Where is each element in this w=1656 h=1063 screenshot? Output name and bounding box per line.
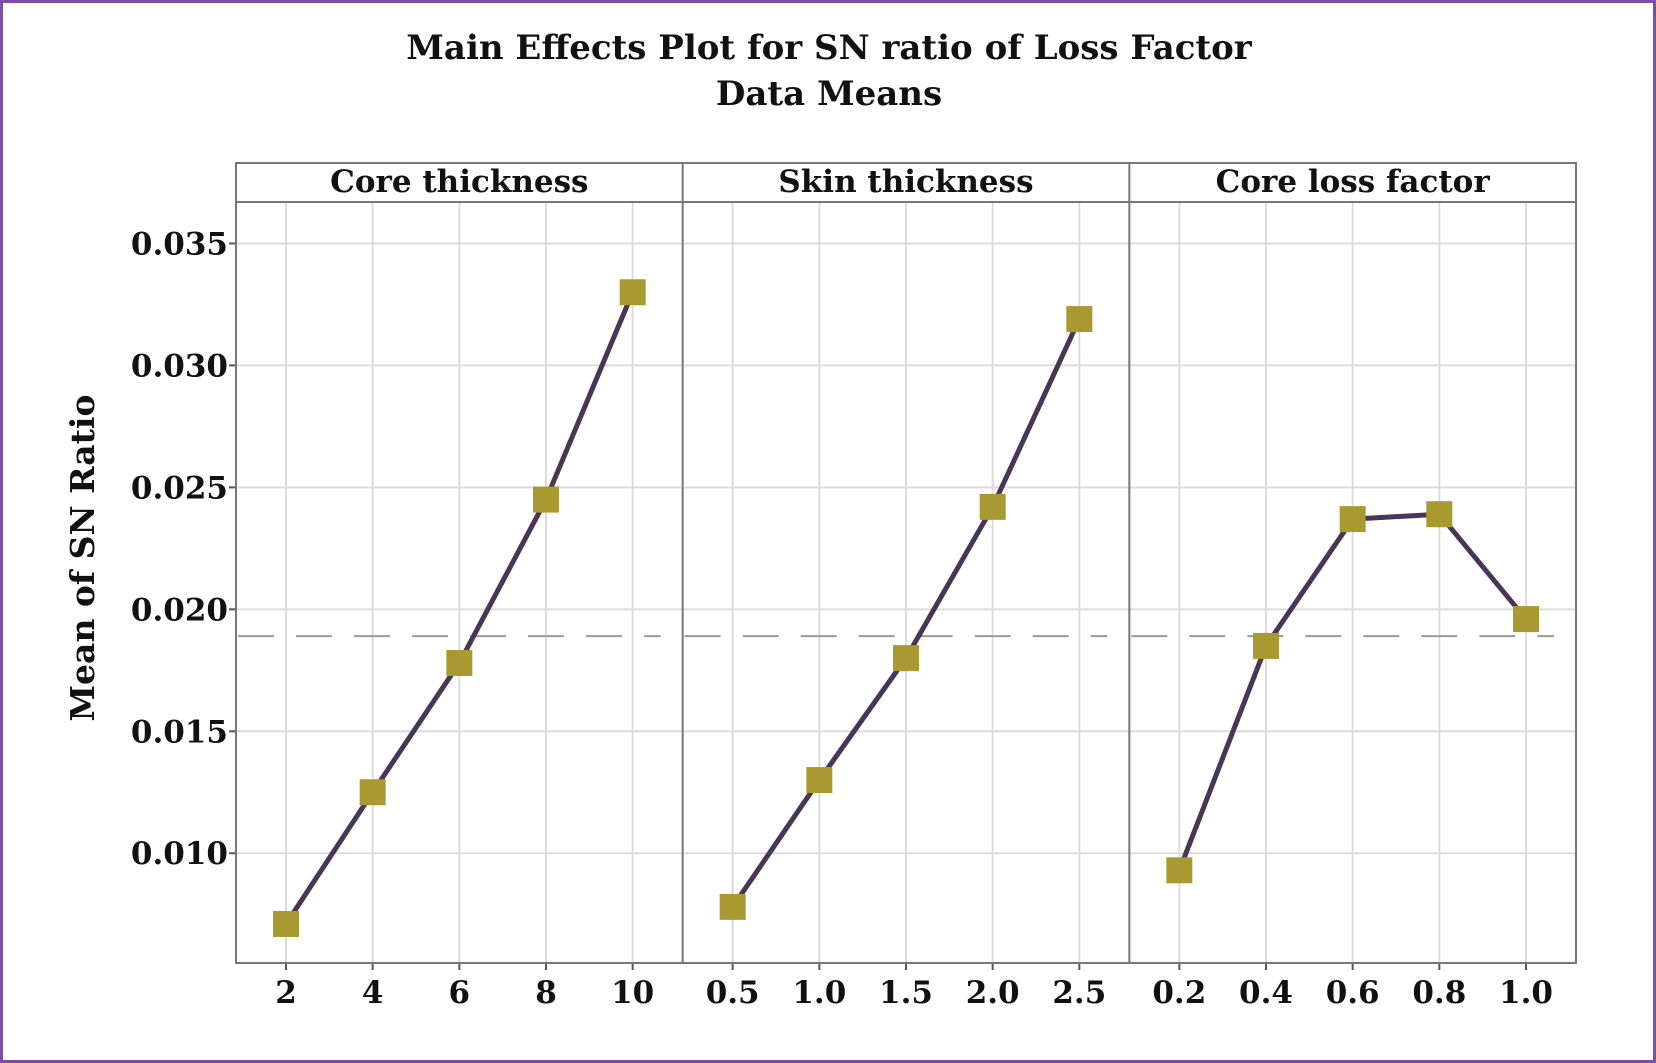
x-tick-label: 1.0 [1499, 975, 1553, 1011]
data-point [359, 779, 386, 806]
data-point [1166, 857, 1193, 884]
x-tick-label: 8 [535, 975, 557, 1011]
main-effects-chart: Main Effects Plot for SN ratio of Loss F… [63, 28, 1577, 1011]
chart-subtitle: Data Means [716, 74, 942, 114]
data-point [719, 893, 746, 920]
y-tick-label: 0.020 [131, 592, 228, 628]
data-point [446, 649, 473, 676]
data-point [979, 493, 1006, 520]
chart-title: Main Effects Plot for SN ratio of Loss F… [406, 28, 1253, 68]
x-tick-label: 10 [611, 975, 654, 1011]
x-tick-label: 1.0 [792, 975, 846, 1011]
data-point [893, 645, 919, 672]
x-tick-label: 2.0 [966, 975, 1020, 1011]
y-tick-label: 0.035 [131, 226, 228, 262]
data-point [273, 910, 299, 937]
x-tick-label: 0.2 [1152, 975, 1206, 1011]
data-point [1066, 306, 1093, 333]
data-point [533, 486, 559, 513]
x-tick-label: 0.6 [1326, 975, 1380, 1011]
data-point [619, 279, 646, 306]
x-tick-label: 2 [275, 975, 297, 1011]
x-tick-label: 0.5 [706, 975, 760, 1011]
panel-label: Core loss factor [1216, 164, 1491, 200]
y-tick-label: 0.030 [131, 348, 228, 384]
x-tick-label: 1.5 [879, 975, 933, 1011]
y-tick-label: 0.010 [131, 836, 228, 872]
y-tick-label: 0.025 [131, 470, 228, 506]
plot-area-border [235, 162, 1577, 964]
y-tick-label: 0.015 [131, 714, 228, 750]
x-tick-label: 6 [449, 975, 471, 1011]
data-point [806, 767, 833, 794]
x-tick-label: 0.4 [1239, 975, 1293, 1011]
panel-label: Skin thickness [778, 164, 1033, 200]
data-point [1339, 506, 1366, 533]
x-tick-label: 4 [362, 975, 384, 1011]
data-point [1253, 632, 1279, 659]
y-axis-label: Mean of SN Ratio [63, 395, 102, 722]
data-point [1513, 606, 1539, 633]
data-point [1426, 501, 1453, 528]
x-tick-label: 2.5 [1052, 975, 1106, 1011]
x-tick-label: 0.8 [1412, 975, 1466, 1011]
panel-label: Core thickness [330, 164, 588, 200]
